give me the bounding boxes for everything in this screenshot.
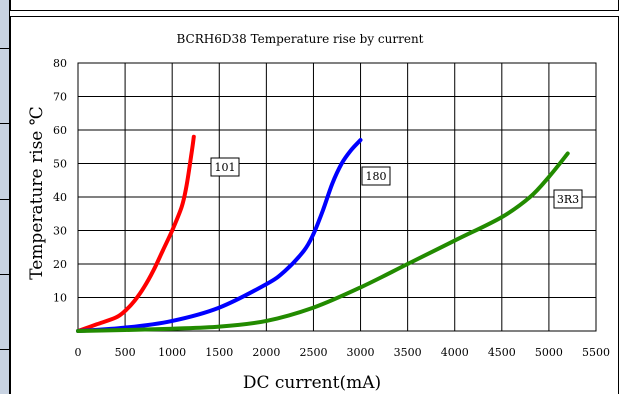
- left-side-strip: [0, 0, 10, 394]
- x-tick-label: 1000: [158, 346, 186, 359]
- y-tick-label: 10: [53, 292, 67, 305]
- y-tick-label: 20: [53, 258, 67, 271]
- chart-frame: [10, 16, 619, 394]
- y-tick-label: 40: [53, 191, 67, 204]
- series-label-box: [361, 166, 391, 186]
- y-tick-label: 30: [53, 225, 67, 238]
- series-label-180: 180: [366, 170, 387, 183]
- y-axis-label: Temperature rise ℃: [27, 106, 47, 280]
- x-tick-label: 5000: [535, 346, 563, 359]
- y-tick-label: 60: [53, 124, 67, 137]
- top-panel-border: [10, 0, 619, 11]
- series-label-3r3: 3R3: [557, 193, 579, 206]
- y-tick-label: 70: [53, 91, 67, 104]
- x-tick-label: 5500: [582, 346, 610, 359]
- x-tick-label: 4500: [488, 346, 516, 359]
- series-line-3r3: [76, 151, 570, 333]
- series-label-box: [210, 157, 240, 177]
- x-tick-label: 4000: [441, 346, 469, 359]
- x-axis-label: DC current(mA): [243, 373, 381, 393]
- x-tick-label: 2000: [252, 346, 280, 359]
- series-line-180: [76, 138, 363, 333]
- x-tick-label: 1500: [205, 346, 233, 359]
- y-tick-label: 80: [53, 57, 67, 70]
- x-tick-label: 3000: [347, 346, 375, 359]
- y-tick-label: 50: [53, 158, 67, 171]
- series-label-101: 101: [215, 161, 236, 174]
- x-tick-label: 3500: [394, 346, 422, 359]
- series-line-101: [76, 134, 196, 333]
- x-tick-label: 2500: [299, 346, 327, 359]
- series-label-box: [553, 189, 583, 209]
- chart-title: BCRH6D38 Temperature rise by current: [177, 32, 424, 46]
- x-tick-label: 0: [75, 346, 82, 359]
- x-tick-label: 500: [115, 346, 136, 359]
